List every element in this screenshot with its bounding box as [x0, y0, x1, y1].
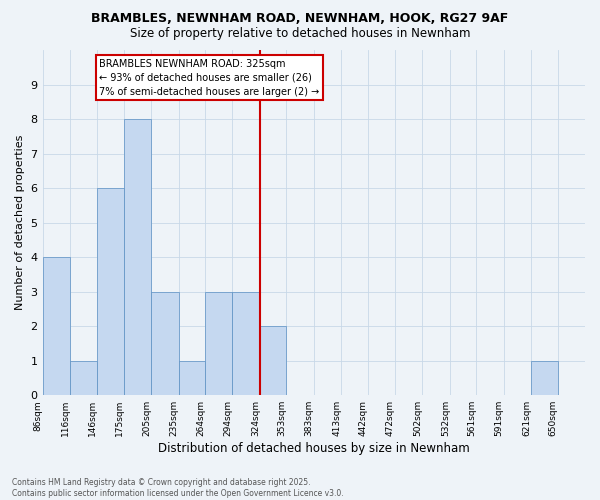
Text: BRAMBLES, NEWNHAM ROAD, NEWNHAM, HOOK, RG27 9AF: BRAMBLES, NEWNHAM ROAD, NEWNHAM, HOOK, R…: [91, 12, 509, 26]
Bar: [232, 292, 260, 395]
Bar: [124, 119, 151, 395]
Bar: [205, 292, 232, 395]
X-axis label: Distribution of detached houses by size in Newnham: Distribution of detached houses by size …: [158, 442, 470, 455]
Bar: [260, 326, 286, 395]
Bar: [531, 360, 557, 395]
Y-axis label: Number of detached properties: Number of detached properties: [15, 135, 25, 310]
Bar: [97, 188, 124, 395]
Bar: [179, 360, 205, 395]
Text: Contains HM Land Registry data © Crown copyright and database right 2025.
Contai: Contains HM Land Registry data © Crown c…: [12, 478, 344, 498]
Text: Size of property relative to detached houses in Newnham: Size of property relative to detached ho…: [130, 28, 470, 40]
Bar: [151, 292, 179, 395]
Bar: [70, 360, 97, 395]
Text: BRAMBLES NEWNHAM ROAD: 325sqm
← 93% of detached houses are smaller (26)
7% of se: BRAMBLES NEWNHAM ROAD: 325sqm ← 93% of d…: [99, 58, 319, 96]
Bar: [43, 257, 70, 395]
